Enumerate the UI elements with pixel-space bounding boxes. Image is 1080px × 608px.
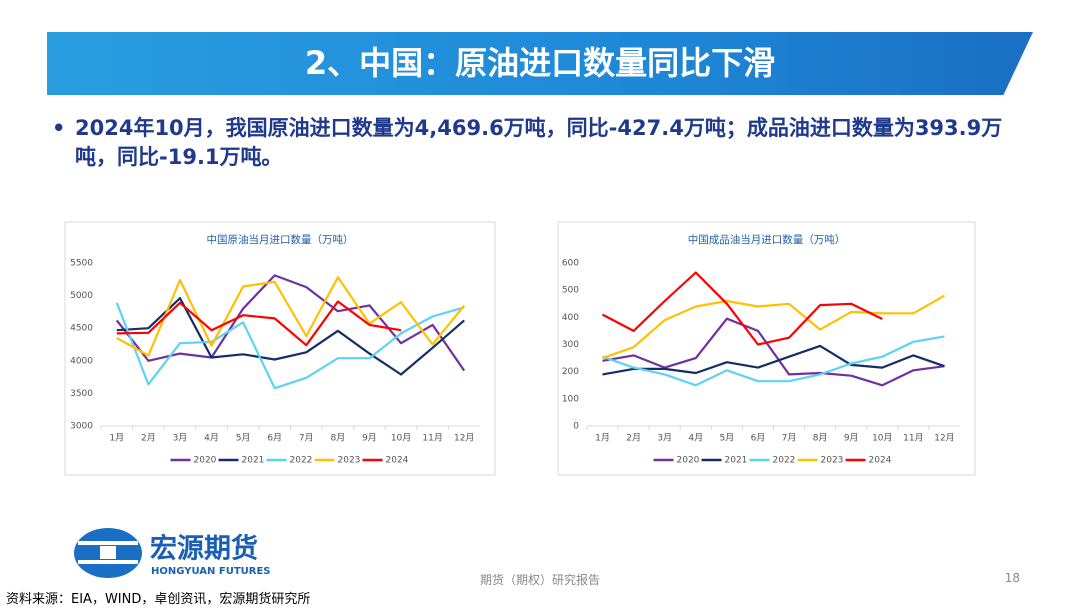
bullet-dot: • [52, 116, 66, 140]
footer-center: 期货（期权）研究报告 [479, 573, 600, 587]
y-tick-label: 4000 [70, 356, 93, 366]
x-tick-label: 4月 [204, 433, 219, 444]
y-tick-label: 400 [562, 313, 579, 323]
bullet-text: 2024年10月，我国原油进口数量为4,469.6万吨，同比-427.4万吨；成… [75, 116, 1003, 169]
x-tick-label: 10月 [872, 433, 892, 444]
chart-title: 中国原油当月进口数量（万吨） [207, 233, 354, 246]
x-tick-label: 12月 [454, 433, 474, 444]
legend-label: 2022 [290, 456, 313, 466]
x-tick-label: 11月 [422, 433, 442, 444]
source: 资料来源：EIA，WIND，卓创资讯，宏源期货研究所 [6, 592, 311, 607]
series-line [602, 335, 945, 387]
series-line [116, 276, 466, 357]
slide-title: 2、中国：原油进口数量同比下滑 [304, 44, 776, 82]
series-line [116, 297, 465, 376]
series-line [601, 271, 883, 346]
legend-label: 2023 [821, 456, 844, 466]
logo-name-en: HONGYUAN FUTURES [151, 566, 271, 577]
series-line [602, 344, 945, 376]
x-tick-label: 6月 [267, 433, 282, 444]
y-tick-label: 3500 [70, 389, 93, 399]
x-tick-label: 1月 [109, 433, 124, 444]
legend-label: 2020 [677, 456, 700, 466]
y-tick-label: 4500 [70, 324, 93, 334]
chart-title: 中国成品油当月进口数量（万吨） [688, 233, 846, 246]
legend-label: 2024 [869, 456, 892, 466]
y-tick-label: 500 [562, 286, 579, 296]
y-tick-label: 0 [573, 422, 579, 432]
logo-name: 宏源期货 [150, 533, 258, 565]
x-tick-label: 2月 [626, 433, 641, 444]
y-tick-label: 3000 [70, 422, 93, 432]
logo: 宏源期货 HONGYUAN FUTURES [74, 528, 271, 578]
y-tick-label: 600 [562, 259, 579, 269]
x-tick-label: 2月 [141, 433, 156, 444]
x-tick-label: 7月 [782, 433, 797, 444]
series-line [602, 294, 946, 360]
y-tick-label: 5000 [70, 291, 93, 301]
x-tick-label: 9月 [844, 433, 859, 444]
legend-label: 2024 [386, 456, 409, 466]
legend-label: 2021 [242, 456, 265, 466]
x-tick-label: 5月 [720, 433, 735, 444]
legend-label: 2020 [194, 456, 217, 466]
logo-stripe [78, 560, 138, 564]
x-tick-label: 10月 [391, 433, 411, 444]
x-tick-label: 4月 [688, 433, 703, 444]
series-line [602, 317, 945, 387]
x-tick-label: 5月 [236, 433, 251, 444]
legend-label: 2021 [725, 456, 748, 466]
x-tick-label: 8月 [813, 433, 828, 444]
x-tick-label: 3月 [657, 433, 672, 444]
y-tick-label: 100 [562, 394, 579, 404]
x-tick-label: 12月 [934, 433, 954, 444]
series-line [115, 302, 465, 390]
bullet: • 2024年10月，我国原油进口数量为4,469.6万吨，同比-427.4万吨；… [52, 114, 1012, 172]
x-tick-label: 9月 [362, 433, 377, 444]
legend-label: 2022 [773, 456, 796, 466]
legend-label: 2023 [338, 456, 361, 466]
x-tick-label: 8月 [331, 433, 346, 444]
series-line [116, 300, 402, 347]
y-tick-label: 200 [562, 367, 579, 377]
logo-stripe [78, 541, 138, 545]
logo-square [100, 546, 116, 559]
x-tick-label: 7月 [299, 433, 314, 444]
x-tick-label: 11月 [903, 433, 923, 444]
y-tick-label: 5500 [70, 259, 93, 269]
page-number: 18 [1004, 571, 1020, 585]
x-tick-label: 1月 [595, 433, 610, 444]
x-tick-label: 6月 [751, 433, 766, 444]
x-tick-label: 3月 [173, 433, 188, 444]
series-line [115, 274, 466, 372]
chart: 中国成品油当月进口数量（万吨） 0 100 200 300 400 500 600 1月 2月 3月… [557, 221, 976, 476]
chart: 中国原油当月进口数量（万吨） 3000 3500 4000 4500 5000 5500 1月… [64, 221, 496, 476]
y-tick-label: 300 [562, 340, 579, 350]
title-band [47, 32, 1033, 95]
